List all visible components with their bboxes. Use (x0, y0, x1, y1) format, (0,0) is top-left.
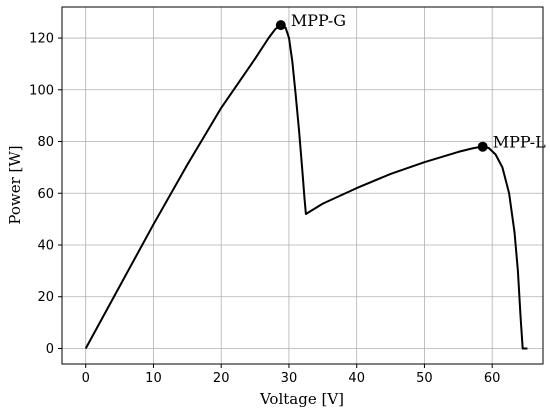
y-tick-label: 80 (37, 135, 54, 150)
mpp-label: MPP-L (493, 133, 546, 152)
y-axis-label: Power [W] (6, 145, 24, 224)
x-axis-label: Voltage [V] (259, 390, 344, 408)
y-tick-label: 60 (37, 187, 54, 202)
x-tick-label: 30 (281, 371, 298, 386)
x-tick-label: 0 (82, 371, 90, 386)
grid-layer (62, 7, 543, 364)
x-tick-label: 20 (213, 371, 230, 386)
y-tick-label: 0 (46, 342, 54, 357)
y-tick-label: 40 (37, 239, 54, 254)
y-tick-label: 20 (37, 290, 54, 305)
tick-layer: 0 10 20 30 40 50 60 0 20 40 60 80 100 120 (29, 32, 500, 386)
x-tick-label: 40 (348, 371, 365, 386)
mpp-marker (477, 141, 488, 152)
power-voltage-curve (84, 24, 528, 350)
y-tick-label: 120 (29, 32, 54, 47)
annotation-layer: MPP-G MPP-L (275, 11, 546, 152)
plot-frame (61, 6, 544, 365)
x-tick-label: 60 (484, 371, 501, 386)
x-tick-label: 50 (416, 371, 433, 386)
curve-layer (84, 24, 528, 350)
x-tick-label: 10 (145, 371, 162, 386)
mpp-marker (275, 20, 286, 31)
mpp-label: MPP-G (291, 11, 346, 30)
y-tick-label: 100 (29, 83, 54, 98)
